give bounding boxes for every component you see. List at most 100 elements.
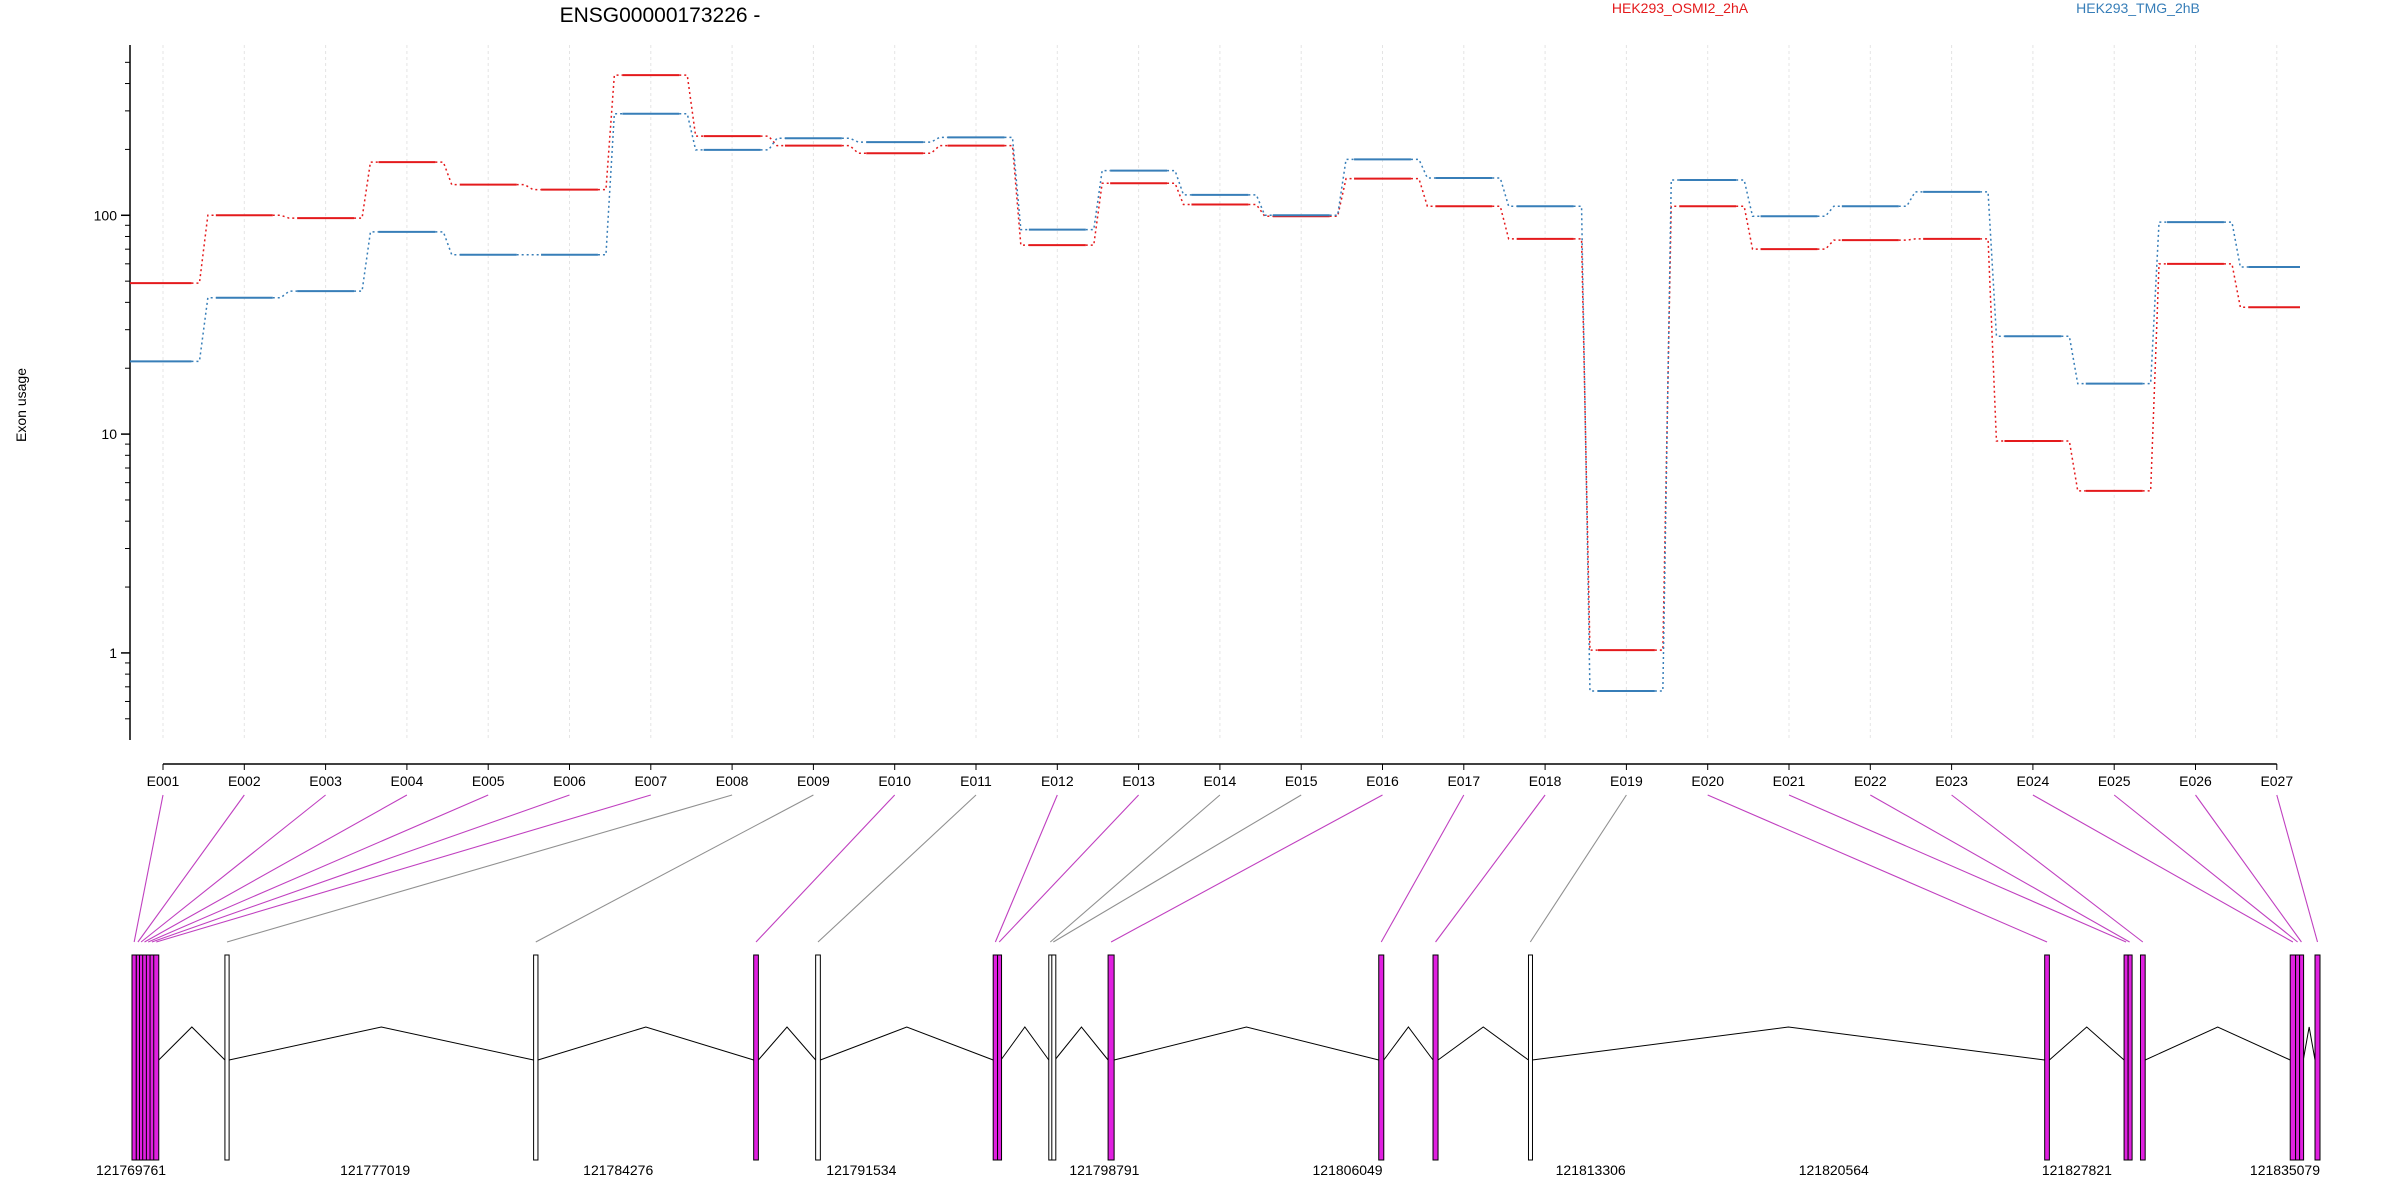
step-transition (2061, 440, 2086, 492)
x-tick-label-E016: E016 (1366, 773, 1399, 789)
exon-box-E025 (2295, 954, 2301, 1161)
series-HEK293_TMG_2hB (130, 112, 2300, 692)
chart-title: ENSG00000173226 - (560, 4, 761, 27)
x-tick-label-E004: E004 (391, 773, 424, 789)
x-tick-label-E025: E025 (2098, 773, 2131, 789)
connector-E011 (817, 794, 977, 943)
intron-line (158, 1026, 226, 1061)
step-transition (272, 214, 298, 219)
connector-E023 (1951, 794, 2144, 943)
step-transition (1817, 205, 1842, 217)
step-transition (1654, 179, 1680, 692)
x-tick-label-E010: E010 (878, 773, 911, 789)
exon-box-E019 (1527, 954, 1533, 1161)
legend-label-tmg: HEK293_TMG_2hB (2076, 0, 2200, 16)
step-transition (1248, 203, 1273, 217)
exon-box-E010 (753, 954, 759, 1161)
step-transition (2223, 263, 2249, 308)
connector-E012 (994, 794, 1058, 943)
exon-box-E012 (992, 954, 999, 1161)
series-HEK293_OSMI2_2hA (130, 74, 2300, 652)
step-transition (923, 144, 948, 155)
step-transition (1898, 191, 1924, 207)
coordinate-label: 121813306 (1556, 1162, 1626, 1178)
connector-E017 (1380, 794, 1465, 943)
intron-line (537, 1026, 754, 1061)
connector-E025 (2113, 794, 2298, 943)
connector-E005 (147, 794, 489, 943)
exon-box-E013 (997, 954, 1003, 1161)
connector-E021 (1788, 794, 2127, 943)
intron-line (820, 1026, 994, 1061)
intron-line (1054, 1026, 1109, 1061)
y-axis: 1 10 100 (94, 45, 131, 740)
connector-E027 (2276, 794, 2319, 943)
step-transition (2223, 221, 2249, 268)
exon-box-E015 (1051, 954, 1057, 1161)
x-tick-label-E014: E014 (1204, 773, 1237, 789)
step-transition (1410, 158, 1436, 179)
step-transition (1654, 205, 1680, 651)
exon-box-E020 (2044, 954, 2050, 1161)
x-tick-label-E027: E027 (2260, 773, 2293, 789)
exon-box-E024 (2289, 954, 2297, 1161)
step-transition (597, 113, 623, 256)
intron-line (229, 1026, 534, 1061)
grid-lines (162, 45, 2278, 740)
coordinate-label: 121798791 (1069, 1162, 1139, 1178)
step-transition (191, 214, 216, 284)
x-tick-label-E006: E006 (553, 773, 586, 789)
connector-E010 (755, 794, 896, 943)
exon-box-E027 (2314, 954, 2321, 1161)
y-tick-label: 1 (109, 645, 117, 661)
step-transition (1898, 238, 1924, 241)
x-tick-label-E015: E015 (1285, 773, 1318, 789)
step-transition (516, 183, 542, 191)
coordinate-label: 121777019 (340, 1162, 410, 1178)
series-lines (130, 74, 2300, 692)
step-transition (1573, 205, 1598, 692)
step-transition (841, 137, 867, 143)
intron-line (2302, 1026, 2316, 1061)
step-transition (1492, 205, 1517, 240)
gene-model (131, 954, 2321, 1161)
intron-line (1437, 1026, 1529, 1061)
intron-line (1383, 1026, 1434, 1061)
intron-line (1113, 1026, 1379, 1061)
step-transition (435, 161, 460, 186)
exon-box-E021 (2123, 954, 2129, 1161)
connector-E002 (137, 794, 245, 943)
x-tick-label-E018: E018 (1529, 773, 1562, 789)
connector-E024 (2032, 794, 2294, 943)
step-transition (354, 231, 379, 292)
connector-E004 (144, 794, 408, 943)
exon-box-E009 (533, 954, 539, 1161)
x-tick-label-E022: E022 (1854, 773, 1887, 789)
step-transition (1329, 158, 1355, 217)
connector-E015 (1053, 794, 1302, 943)
connector-E009 (535, 794, 814, 943)
step-transition (1248, 194, 1273, 217)
coordinate-label: 121835079 (2250, 1162, 2320, 1178)
connector-E016 (1110, 794, 1383, 943)
intron-line (1000, 1026, 1050, 1061)
coordinate-axis: 121769761 121777019 121784276 121791534 1217… (96, 1162, 2320, 1178)
intron-line (2049, 1026, 2125, 1061)
exon-box-E017 (1378, 954, 1385, 1161)
connector-E013 (998, 794, 1139, 943)
exon-connectors (133, 794, 2319, 943)
connector-E008 (226, 794, 733, 943)
step-transition (679, 113, 704, 151)
step-transition (1167, 169, 1192, 196)
exon-box-E007 (153, 954, 160, 1161)
step-transition (1410, 177, 1436, 207)
connector-E020 (1707, 794, 2048, 943)
x-tick-label-E024: E024 (2017, 773, 2050, 789)
exon-box-E026 (2299, 954, 2305, 1161)
step-transition (1167, 182, 1192, 206)
x-tick-label-E008: E008 (716, 773, 749, 789)
x-tick-label-E017: E017 (1447, 773, 1480, 789)
step-transition (1329, 177, 1355, 217)
exon-box-E018 (1432, 954, 1439, 1161)
